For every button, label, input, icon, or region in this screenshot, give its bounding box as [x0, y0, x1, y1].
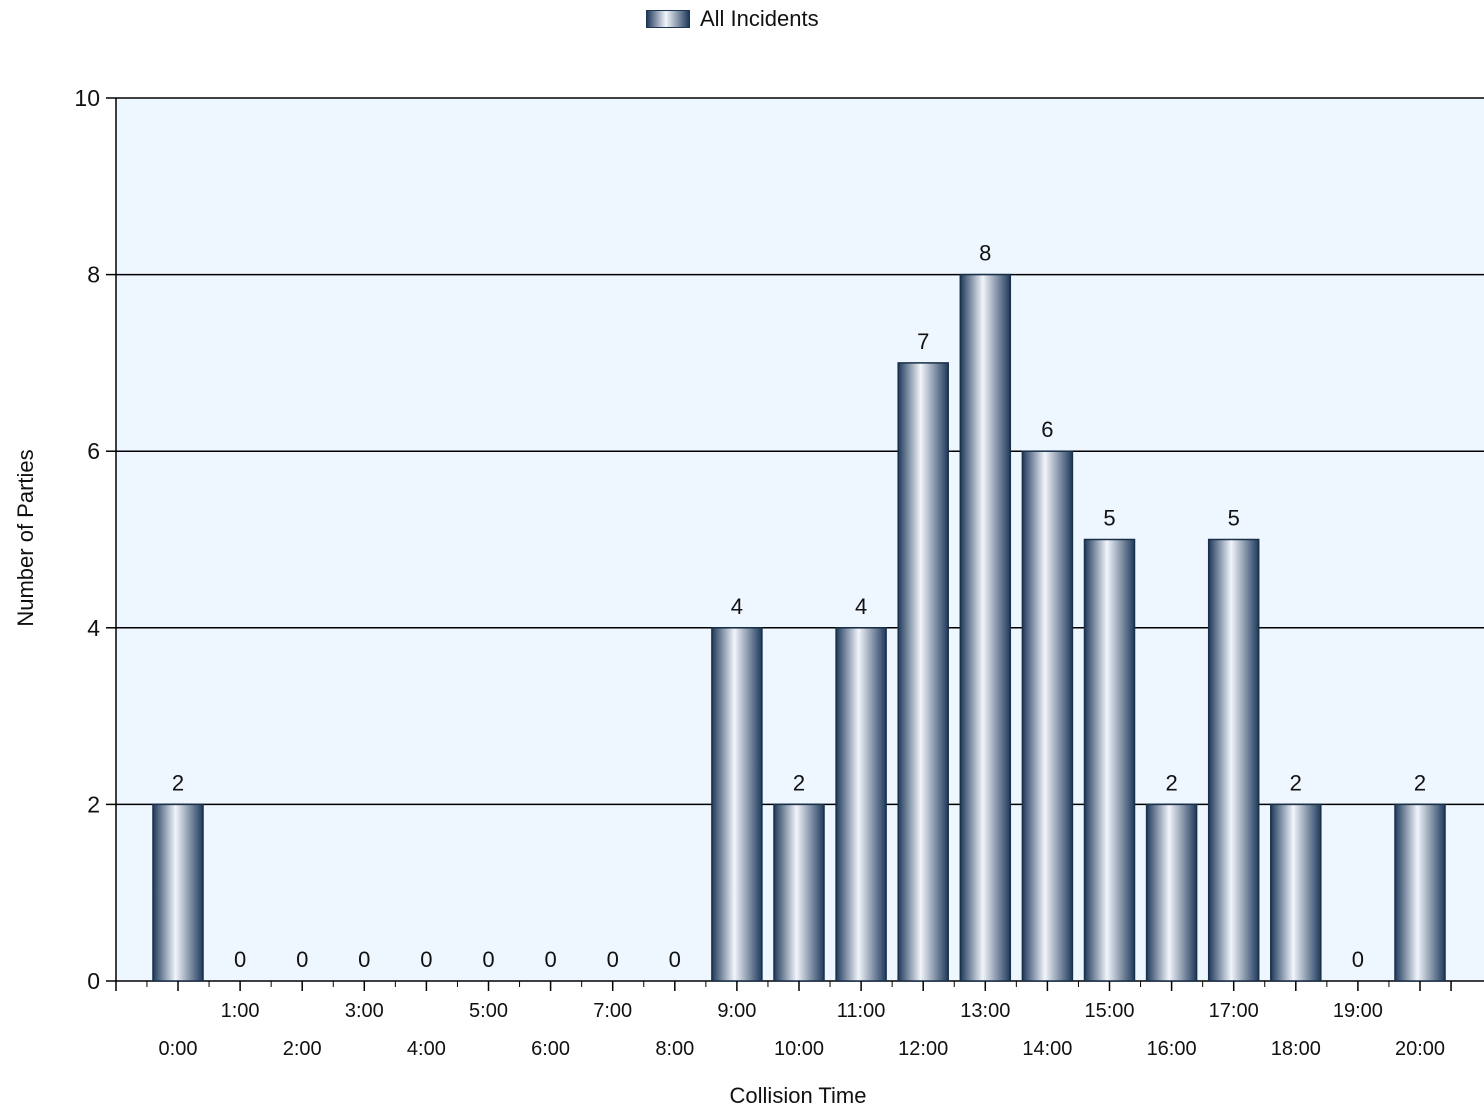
bar — [773, 803, 825, 982]
data-label: 5 — [1103, 506, 1115, 531]
x-tick-label: 9:00 — [717, 1000, 756, 1022]
bar — [835, 627, 887, 982]
bar — [152, 803, 204, 982]
y-tick-label: 10 — [74, 85, 100, 111]
data-label: 2 — [1414, 770, 1426, 795]
data-label: 8 — [979, 241, 991, 266]
x-tick-label: 11:00 — [837, 1000, 886, 1022]
legend-label: All Incidents — [700, 6, 819, 31]
data-label: 4 — [855, 594, 867, 619]
data-label: 2 — [1290, 770, 1302, 795]
x-tick-label: 1:00 — [221, 1000, 260, 1022]
bar — [897, 362, 949, 982]
x-tick-label: 12:00 — [898, 1038, 948, 1060]
x-tick-label: 7:00 — [593, 1000, 632, 1022]
data-label: 4 — [731, 594, 743, 619]
data-label: 0 — [607, 947, 619, 972]
y-tick-label: 4 — [87, 615, 100, 641]
data-label: 0 — [482, 947, 494, 972]
bar — [1207, 538, 1260, 982]
data-label: 0 — [234, 947, 246, 972]
y-tick-label: 2 — [87, 791, 100, 817]
data-label: 0 — [420, 947, 432, 972]
bar — [1145, 803, 1198, 982]
x-tick-label: 3:00 — [345, 1000, 384, 1022]
data-label: 5 — [1228, 506, 1240, 531]
y-tick-label: 0 — [87, 968, 100, 994]
y-tick-label: 8 — [87, 262, 100, 288]
x-tick-label: 19:00 — [1333, 1000, 1383, 1022]
x-tick-label: 18:00 — [1271, 1038, 1321, 1060]
data-label: 0 — [296, 947, 308, 972]
data-label: 2 — [172, 770, 184, 795]
x-tick-label: 0:00 — [159, 1038, 198, 1060]
legend: All Incidents — [646, 6, 819, 32]
bar — [1083, 538, 1136, 982]
x-tick-label: 4:00 — [407, 1038, 446, 1060]
x-tick-label: 17:00 — [1209, 1000, 1259, 1022]
data-label: 2 — [1165, 770, 1177, 795]
legend-swatch — [646, 10, 690, 28]
data-label: 0 — [544, 947, 556, 972]
y-tick-label: 6 — [87, 438, 100, 464]
x-tick-label: 20:00 — [1395, 1038, 1445, 1060]
bar — [959, 273, 1012, 982]
bar — [1021, 450, 1074, 982]
data-label: 0 — [1352, 947, 1364, 972]
bar — [1270, 803, 1322, 982]
x-tick-label: 10:00 — [774, 1038, 824, 1060]
data-label: 0 — [669, 947, 681, 972]
bar — [711, 627, 763, 982]
data-label: 6 — [1041, 417, 1053, 442]
x-tick-label: 13:00 — [960, 1000, 1010, 1022]
y-axis-label: Number of Parties — [13, 449, 38, 627]
x-tick-label: 16:00 — [1147, 1038, 1197, 1060]
x-axis-label: Collision Time — [729, 1083, 867, 1108]
data-label: 0 — [358, 947, 370, 972]
x-tick-label: 2:00 — [283, 1038, 322, 1060]
x-tick-label: 8:00 — [655, 1038, 694, 1060]
x-tick-label: 14:00 — [1022, 1038, 1072, 1060]
bar — [1394, 803, 1446, 982]
x-tick-label: 15:00 — [1084, 1000, 1134, 1022]
x-tick-label: 5:00 — [469, 1000, 508, 1022]
data-label: 2 — [793, 770, 805, 795]
data-label: 7 — [917, 329, 929, 354]
x-tick-label: 6:00 — [531, 1038, 570, 1060]
